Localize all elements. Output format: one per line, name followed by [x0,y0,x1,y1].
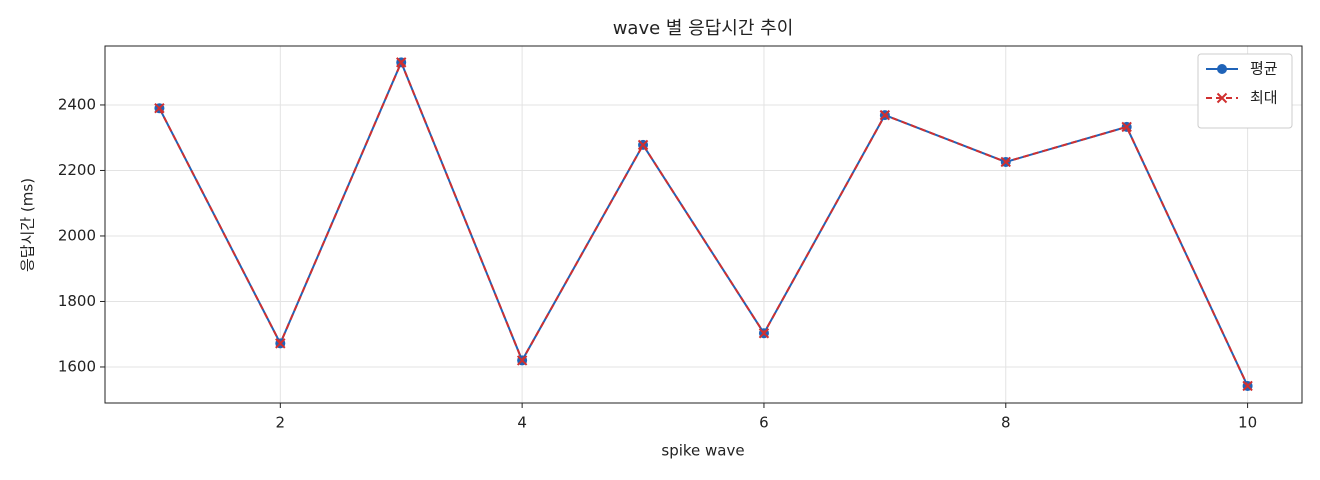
marker [1216,92,1228,104]
series-line [158,59,1249,387]
y-tick-label: 2000 [58,226,96,244]
marker [396,57,407,68]
x-tick-label: 8 [1001,414,1011,432]
y-tick-label: 2200 [58,161,96,179]
marker-stroke [1121,121,1132,133]
y-tick-label: 2400 [58,95,96,113]
marker [1000,156,1011,168]
marker-stroke [637,139,649,151]
marker-stroke [396,57,407,68]
legend-box [1197,53,1293,129]
legend-label: 평균 [1250,60,1278,78]
marker [1217,64,1227,74]
marker-stroke [1000,156,1011,168]
marker-stroke [275,338,286,349]
marker [275,338,286,349]
marker [154,103,165,114]
marker-stroke [879,109,891,121]
x-tick-label: 6 [759,414,769,432]
y-tick-label: 1800 [58,292,96,310]
marker [758,328,770,339]
legend-label: 최대 [1250,89,1278,107]
y-axis-label: 응답시간 (ms) [19,178,37,272]
chart-title: wave 별 응답시간 추이 [613,18,794,39]
x-axis-label: spike wave [661,442,744,460]
marker-stroke [1216,92,1228,104]
marker-stroke [758,328,770,339]
marker [516,355,528,366]
plot-frame [104,45,1303,404]
series-line [158,59,1249,387]
y-tick-label: 1600 [58,357,96,375]
x-tick-label: 2 [276,414,286,432]
marker [637,139,649,151]
x-tick-label: 10 [1238,414,1257,432]
x-tick-label: 4 [517,414,527,432]
marker [1242,380,1253,392]
marker-stroke [1242,380,1253,392]
marker [879,109,891,121]
marker [1121,121,1132,133]
marker-stroke [154,103,165,114]
marker-stroke [516,355,528,366]
